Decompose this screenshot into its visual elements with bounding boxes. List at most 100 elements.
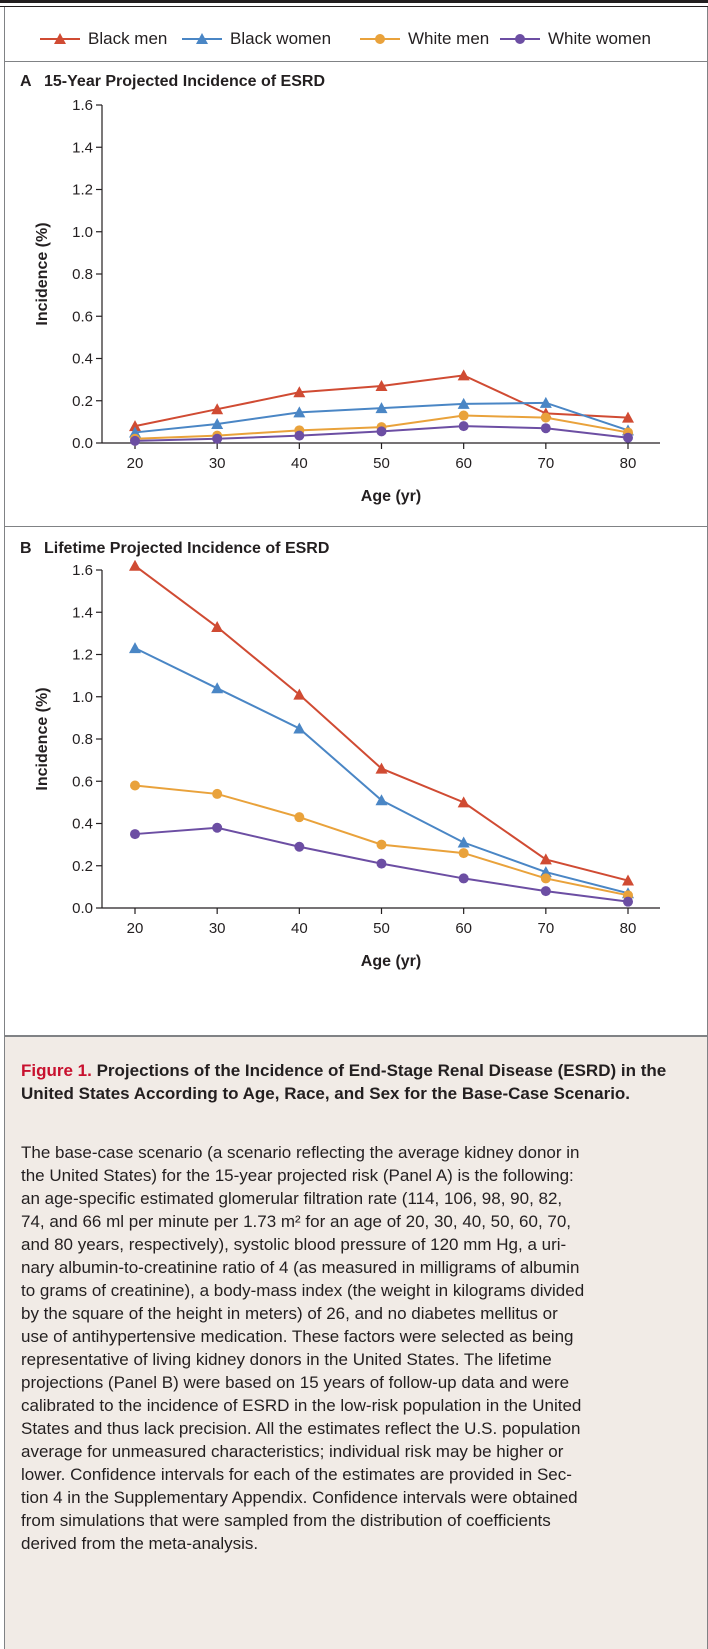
data-point-triangle xyxy=(293,722,306,734)
y-tick-label: 1.4 xyxy=(72,604,93,621)
data-point-circle xyxy=(458,848,469,859)
y-tick-label: 0.6 xyxy=(72,773,93,790)
data-point-circle xyxy=(294,430,305,441)
data-point-circle xyxy=(130,829,140,840)
legend-marker-circle-icon xyxy=(500,34,540,44)
data-point-triangle xyxy=(129,642,141,654)
data-point-triangle xyxy=(622,874,634,886)
legend-marker-triangle-icon xyxy=(40,33,80,44)
x-tick-label: 40 xyxy=(291,920,308,937)
data-point-circle xyxy=(458,410,469,421)
data-point-triangle xyxy=(211,417,224,429)
panel-divider xyxy=(4,526,708,527)
data-point-circle xyxy=(130,435,140,446)
y-tick-label: 0.0 xyxy=(72,435,93,452)
x-tick-label: 50 xyxy=(373,455,390,472)
x-axis-label: Age (yr) xyxy=(361,953,421,970)
caption-line: derived from the meta-analysis. xyxy=(21,1534,259,1553)
data-point-triangle xyxy=(129,420,141,432)
caption-line: nary albumin-to-creatinine ratio of 4 (a… xyxy=(21,1258,580,1277)
caption-line: by the square of the height in meters) o… xyxy=(21,1304,558,1323)
x-tick-label: 60 xyxy=(455,455,472,472)
caption-line: the United States) for the 15-year proje… xyxy=(21,1166,574,1185)
panel-title-text: Lifetime Projected Incidence of ESRD xyxy=(44,540,330,557)
y-tick-label: 1.0 xyxy=(72,689,93,706)
y-tick-label: 1.6 xyxy=(72,562,93,579)
x-tick-label: 50 xyxy=(373,920,390,937)
panel-b-title: B Lifetime Projected Incidence of ESRD xyxy=(20,540,329,558)
y-tick-label: 1.6 xyxy=(72,97,93,114)
legend-item-white-women: White women xyxy=(500,28,651,50)
data-point-circle xyxy=(294,812,305,823)
data-point-triangle xyxy=(211,621,224,633)
x-tick-label: 30 xyxy=(209,920,226,937)
caption-line: tion 4 in the Supplementary Appendix. Co… xyxy=(21,1488,578,1507)
data-point-circle xyxy=(540,873,551,884)
y-tick-label: 0.8 xyxy=(72,731,93,748)
data-point-triangle xyxy=(129,560,141,571)
data-point-circle xyxy=(376,839,387,850)
data-point-triangle xyxy=(293,688,306,700)
x-tick-label: 30 xyxy=(209,455,226,472)
panel-title-text: 15-Year Projected Incidence of ESRD xyxy=(44,73,325,90)
data-point-circle xyxy=(540,886,551,897)
panel-letter: B xyxy=(20,540,32,557)
caption-line: to grams of creatinine), a body-mass ind… xyxy=(21,1281,585,1300)
x-tick-label: 40 xyxy=(291,455,308,472)
data-point-triangle xyxy=(457,369,470,381)
data-point-circle xyxy=(623,432,633,443)
data-point-triangle xyxy=(293,406,306,418)
y-tick-label: 1.4 xyxy=(72,139,93,156)
caption-line: The base-case scenario (a scenario refle… xyxy=(21,1143,580,1162)
caption-line: from simulations that were sampled from … xyxy=(21,1511,551,1530)
data-point-triangle xyxy=(457,397,470,409)
data-point-circle xyxy=(540,423,551,434)
legend-item-black-women: Black women xyxy=(182,28,331,50)
data-point-circle xyxy=(623,896,633,907)
data-point-triangle xyxy=(375,762,388,774)
caption-body: The base-case scenario (a scenario refle… xyxy=(21,1141,707,1555)
data-point-circle xyxy=(212,788,223,799)
y-axis-label: Incidence (%) xyxy=(34,687,51,790)
legend-label: White women xyxy=(548,29,651,48)
x-tick-label: 80 xyxy=(620,455,637,472)
x-tick-label: 60 xyxy=(455,920,472,937)
data-point-triangle xyxy=(539,396,552,408)
caption-heading: Figure 1. Projections of the Incidence o… xyxy=(21,1059,701,1105)
legend-item-white-men: White men xyxy=(360,28,489,50)
chart-panel-a: 0.0 0.2 0.4 0.6 0.8 1.0 1.2 1.4 1.6 20 30 40 50 60 70 8… xyxy=(34,97,660,505)
caption-line: States and thus lack precision. All the … xyxy=(21,1419,581,1438)
x-tick-label: 70 xyxy=(537,920,554,937)
figure-label: Figure 1. xyxy=(21,1061,92,1080)
panel-a-title: A 15-Year Projected Incidence of ESRD xyxy=(20,73,325,91)
data-point-triangle xyxy=(457,796,470,808)
legend: Black men Black women White men White wo… xyxy=(4,18,708,62)
caption-line: calibrated to the incidence of ESRD in t… xyxy=(21,1396,582,1415)
data-point-circle xyxy=(130,780,140,791)
figure-title: Projections of the Incidence of End-Stag… xyxy=(21,1061,667,1103)
panel-letter: A xyxy=(20,73,32,90)
data-point-triangle xyxy=(375,379,388,391)
caption-line: an age-specific estimated glomerular fil… xyxy=(21,1189,563,1208)
caption-line: projections (Panel B) were based on 15 y… xyxy=(21,1373,570,1392)
data-point-circle xyxy=(376,858,387,869)
series-line xyxy=(134,564,629,882)
data-point-triangle xyxy=(539,853,552,865)
x-tick-label: 80 xyxy=(620,920,637,937)
x-axis-label: Age (yr) xyxy=(361,488,421,505)
top-rule xyxy=(0,0,708,3)
caption-line: average for unmeasured characteristics; … xyxy=(21,1442,564,1461)
y-tick-label: 0.2 xyxy=(72,858,93,875)
data-point-circle xyxy=(376,426,387,437)
data-point-triangle xyxy=(293,386,306,398)
x-tick-label: 20 xyxy=(127,920,144,937)
y-tick-label: 0.4 xyxy=(72,816,93,833)
data-point-triangle xyxy=(211,403,224,415)
data-point-triangle xyxy=(457,836,470,848)
caption-line: lower. Confidence intervals for each of … xyxy=(21,1465,572,1484)
x-tick-label: 20 xyxy=(127,455,144,472)
y-tick-label: 0.8 xyxy=(72,266,93,283)
chart-panel-b: 0.0 0.2 0.4 0.6 0.8 1.0 1.2 1.4 1.6 20 30 40 50 60 70 8… xyxy=(34,560,660,970)
legend-label: White men xyxy=(408,29,490,48)
y-tick-label: 1.2 xyxy=(72,647,93,664)
